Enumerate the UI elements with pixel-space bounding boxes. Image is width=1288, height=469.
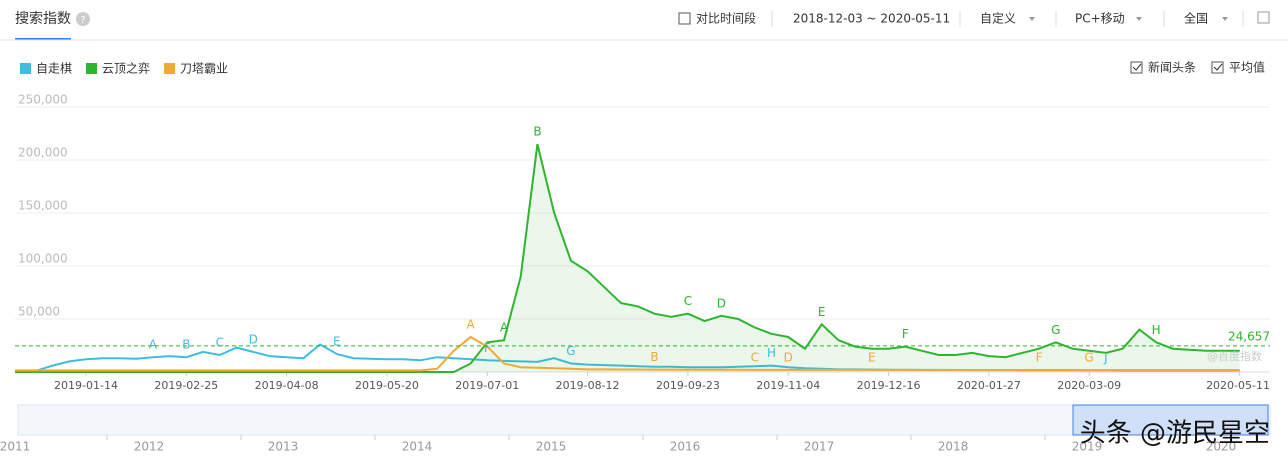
compare-label[interactable]: 对比时间段 [696, 11, 756, 26]
credit-watermark: 头条 @游民星空 [1080, 419, 1270, 449]
legend-label: 刀塔霸业 [180, 62, 228, 76]
event-label: D [784, 350, 793, 364]
x-tick-label: 2019-05-20 [355, 379, 419, 392]
average-label: 24,657 [1228, 329, 1270, 343]
event-label: B [533, 125, 541, 139]
source-watermark: @百度指数 [1207, 349, 1262, 363]
overview-year: 2018 [938, 440, 969, 454]
tab-title[interactable]: 搜索指数 [15, 10, 71, 27]
x-tick-label: 2019-09-23 [656, 379, 720, 392]
x-tick-label: 2020-03-09 [1057, 379, 1121, 392]
overview-year: 2015 [536, 440, 567, 454]
x-tick-label: 2020-05-11 [1206, 379, 1270, 392]
x-tick-label: 2019-01-14 [54, 379, 118, 392]
overview-year: 2016 [670, 440, 701, 454]
event-label: J [1103, 351, 1108, 365]
series-group [15, 143, 1240, 373]
overview-year: 2020 [1206, 440, 1237, 454]
event-label: E [818, 305, 826, 319]
overview-selection[interactable] [1072, 404, 1269, 436]
overview-year: 2012 [134, 440, 165, 454]
overview-year: 2013 [268, 440, 299, 454]
legend-swatch [86, 63, 98, 74]
event-label: A [149, 338, 158, 352]
event-label: C [216, 336, 224, 350]
y-tick-label: 50,000 [18, 305, 60, 319]
legend-swatch [20, 63, 31, 74]
overview-year: 2014 [402, 440, 433, 454]
series-line [15, 335, 1240, 372]
event-label: A [466, 318, 475, 332]
event-label: A [500, 321, 509, 335]
help-mark: ? [80, 15, 85, 26]
y-tick-label: 150,000 [18, 199, 68, 213]
compare-checkbox[interactable] [678, 12, 691, 25]
event-label: F [1036, 350, 1043, 364]
y-tick-label: 200,000 [18, 146, 68, 160]
overview-year: 2019 [1072, 440, 1103, 454]
average-check [1213, 63, 1223, 71]
dropdown-arrows [1029, 17, 1228, 21]
event-label: E [333, 334, 341, 348]
x-tick-label: 2019-02-25 [154, 379, 218, 392]
region-select[interactable]: 全国 [1184, 11, 1208, 26]
average-toggle[interactable]: 平均值 [1229, 60, 1265, 75]
event-label: E [868, 350, 876, 364]
y-tick-label: 250,000 [18, 93, 68, 107]
mode-select[interactable]: 自定义 [980, 11, 1016, 26]
event-label: F [484, 341, 491, 355]
x-tick-label: 2019-12-16 [857, 379, 921, 392]
event-label: G [1051, 323, 1060, 337]
device-select[interactable]: PC+移动 [1075, 12, 1125, 26]
area [15, 144, 1240, 372]
series-line [15, 143, 1240, 373]
event-label: C [751, 350, 759, 364]
x-tick-label: 2019-04-08 [255, 379, 319, 392]
header-separators [771, 11, 1244, 27]
x-tick-label: 2020-01-27 [957, 379, 1021, 392]
date-range[interactable]: 2018-12-03 ~ 2020-05-11 [793, 12, 950, 26]
event-label: H [767, 346, 776, 360]
event-label: B [182, 338, 190, 352]
export-icon[interactable] [1257, 11, 1270, 24]
plot: 自走棋 云顶之弈 刀塔霸业 50,000 100,000 150,000 200,000 25… [15, 61, 1270, 392]
event-label: G [1085, 351, 1094, 365]
event-label: G [566, 344, 575, 358]
overview-strip [17, 404, 1271, 436]
news-toggle[interactable]: 新闻头条 [1148, 60, 1196, 75]
event-label: D [249, 332, 258, 346]
legend-swatch [164, 63, 176, 74]
average-checkbox[interactable] [1211, 61, 1224, 74]
news-checkbox[interactable] [1130, 61, 1143, 74]
help-icon[interactable] [76, 12, 90, 26]
x-tick-label: 2019-07-01 [455, 379, 519, 392]
overview-year: 2017 [804, 440, 835, 454]
event-label: B [650, 350, 658, 364]
event-label: C [684, 294, 692, 308]
overview-years: 2011 2012 2013 2014 2015 2016 2017 2018 2019 2020 [0, 435, 1236, 454]
event-label: D [717, 296, 726, 310]
event-label: H [1152, 323, 1161, 337]
overview-year: 2011 [0, 440, 30, 454]
legend-label: 自走棋 [36, 62, 72, 76]
y-tick-label: 100,000 [18, 252, 68, 266]
news-check [1132, 63, 1142, 71]
legend-label: 云顶之弈 [102, 61, 150, 76]
event-label: F [902, 327, 909, 341]
x-tick-label: 2019-11-04 [756, 379, 820, 392]
x-tick-label: 2019-08-12 [556, 379, 620, 392]
